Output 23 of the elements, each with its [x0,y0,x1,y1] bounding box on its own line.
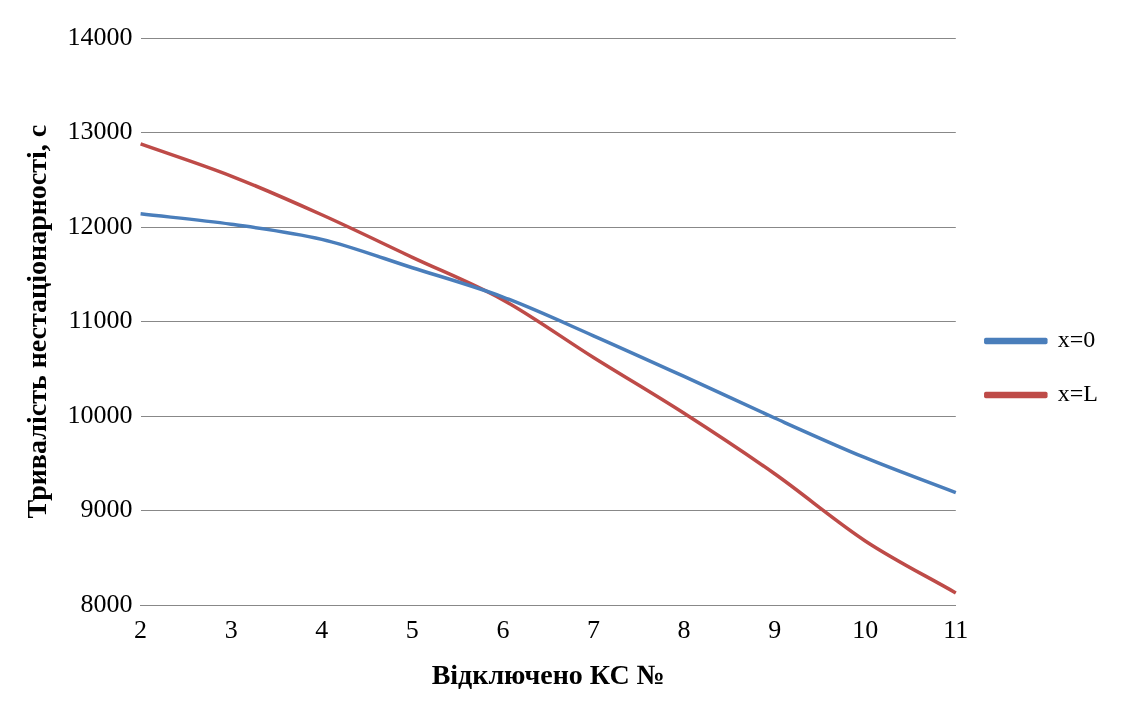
x-tick-label: 8 [677,614,691,644]
y-tick-label: 14000 [67,21,133,51]
y-tick-label: 10000 [67,399,133,429]
x-tick-label: 4 [315,614,329,644]
line-series [138,142,958,595]
x-tick-label: 6 [496,614,510,644]
line-series [138,212,958,495]
x-tick-label: 10 [852,614,879,644]
x-tick-label: 2 [134,614,148,644]
x-tick-label: 11 [943,614,969,644]
y-tick-label: 11000 [68,305,133,335]
y-tick-label: 9000 [80,494,133,524]
x-tick-label: 7 [586,614,600,644]
y-axis-title: Тривалість нестаціонарності, с [21,124,53,519]
y-tick-label: 8000 [80,589,133,619]
x-tick-label: 3 [224,614,238,644]
legend-label: x=0 [1057,326,1096,353]
legend-label: x=L [1057,380,1099,407]
x-tick-label: 9 [768,614,782,644]
y-tick-label: 13000 [67,116,133,146]
y-tick-label: 12000 [67,210,133,240]
x-axis-title: Відключено КС № [431,659,665,691]
x-tick-label: 5 [405,614,419,644]
